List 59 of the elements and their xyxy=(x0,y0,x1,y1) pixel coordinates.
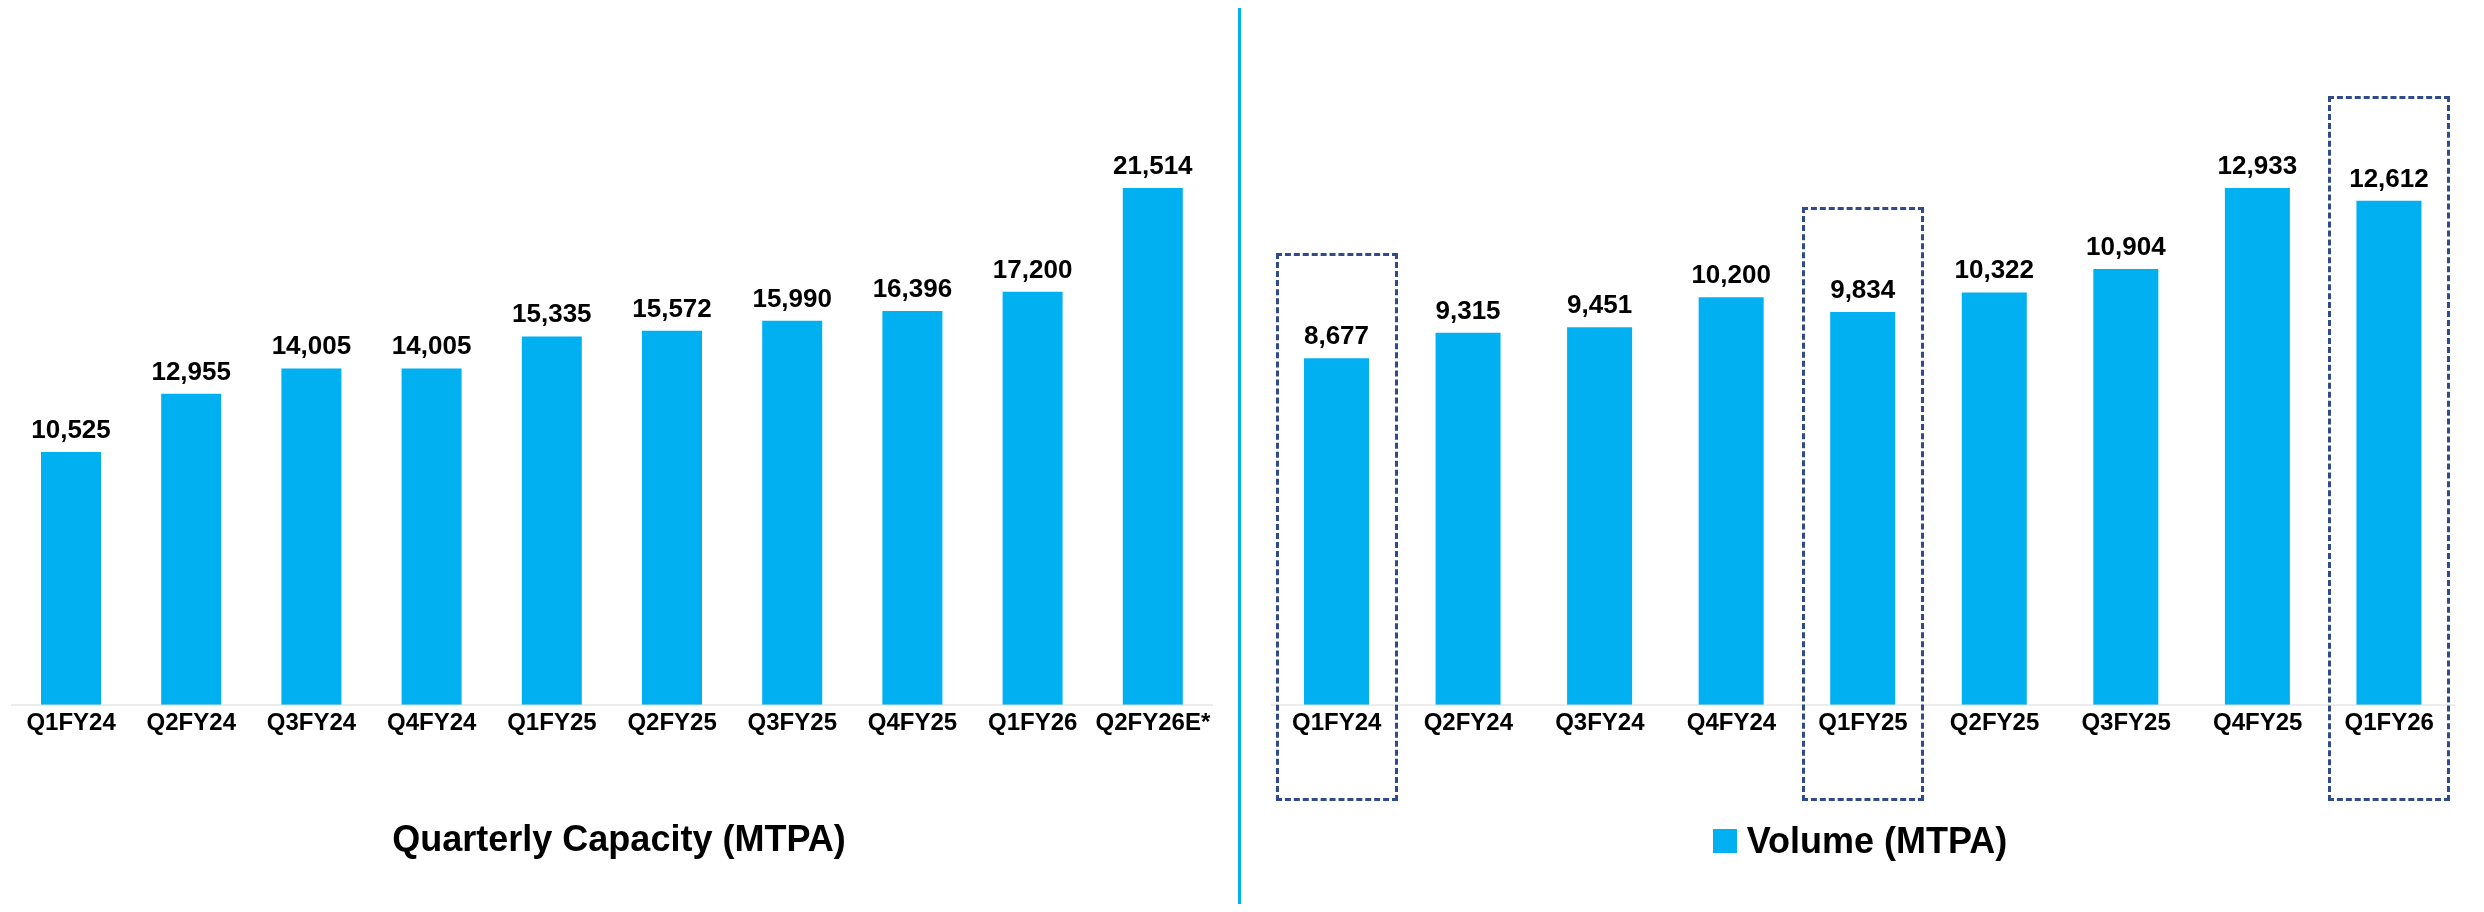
data-label: 9,451 xyxy=(1567,289,1633,320)
data-label: 12,955 xyxy=(151,355,231,386)
data-label: 10,904 xyxy=(2086,231,2167,262)
data-label: 14,005 xyxy=(391,330,472,361)
data-label: 12,612 xyxy=(2349,162,2429,193)
data-label: 9,315 xyxy=(1435,294,1501,325)
bar xyxy=(642,330,702,705)
bar xyxy=(1961,292,2027,705)
x-tick-label: Q4FY24 xyxy=(1686,708,1777,736)
x-tick-label: Q3FY25 xyxy=(747,708,837,736)
x-tick-label: Q2FY24 xyxy=(1423,708,1514,736)
bar xyxy=(401,368,462,705)
bar xyxy=(161,393,222,705)
data-label: 9,834 xyxy=(1830,273,1896,304)
data-label: 10,525 xyxy=(31,414,111,445)
x-tick-label: Q1FY25 xyxy=(1818,708,1908,736)
x-tick-label: Q1FY26 xyxy=(2344,708,2434,736)
bar xyxy=(882,310,943,705)
data-label: 12,933 xyxy=(2217,150,2298,180)
bar xyxy=(1002,291,1063,705)
data-label: 17,200 xyxy=(992,253,1073,284)
data-label: 14,005 xyxy=(271,330,352,361)
x-tick-label: Q1FY24 xyxy=(1292,708,1383,736)
x-tick-label: Q4FY24 xyxy=(387,708,478,736)
x-tick-label: Q2FY26E* xyxy=(1095,708,1211,736)
x-tick-label: Q4FY25 xyxy=(867,708,958,736)
x-tick-label: Q4FY25 xyxy=(2212,708,2303,736)
bar xyxy=(2356,200,2422,705)
bar xyxy=(762,320,823,705)
data-label: 15,335 xyxy=(512,298,592,329)
data-label: 8,677 xyxy=(1303,320,1370,351)
bar xyxy=(2224,188,2290,705)
data-label: 15,990 xyxy=(752,282,832,313)
legend-label: Volume (MTPA) xyxy=(1746,820,2008,862)
x-tick-label: Q1FY24 xyxy=(26,708,117,736)
data-label: 15,572 xyxy=(632,292,712,323)
data-label: 21,514 xyxy=(1113,150,1194,180)
bar xyxy=(2093,269,2159,705)
x-tick-label: Q2FY24 xyxy=(146,708,237,736)
x-tick-label: Q2FY25 xyxy=(627,708,717,736)
x-tick-label: Q3FY24 xyxy=(1555,708,1646,736)
bar xyxy=(1304,358,1369,705)
text: Quarterly Capacity (MTPA) xyxy=(391,818,847,860)
x-tick-label: Q2FY25 xyxy=(1949,708,2040,736)
bar xyxy=(1122,188,1183,705)
bar xyxy=(521,336,582,705)
data-label: 10,200 xyxy=(1691,259,1771,290)
x-tick-label: Q1FY25 xyxy=(507,708,597,736)
bar xyxy=(1698,297,1764,705)
data-label: 16,396 xyxy=(872,272,953,303)
x-tick-label: Q1FY26 xyxy=(988,708,1078,736)
bar xyxy=(1435,332,1501,705)
x-tick-label: Q3FY24 xyxy=(266,708,357,736)
bar xyxy=(281,368,342,705)
bar xyxy=(1567,327,1633,705)
data-label: 10,322 xyxy=(1954,254,2035,285)
bar xyxy=(1830,311,1896,705)
bar xyxy=(41,452,101,705)
x-tick-label: Q3FY25 xyxy=(2081,708,2171,736)
